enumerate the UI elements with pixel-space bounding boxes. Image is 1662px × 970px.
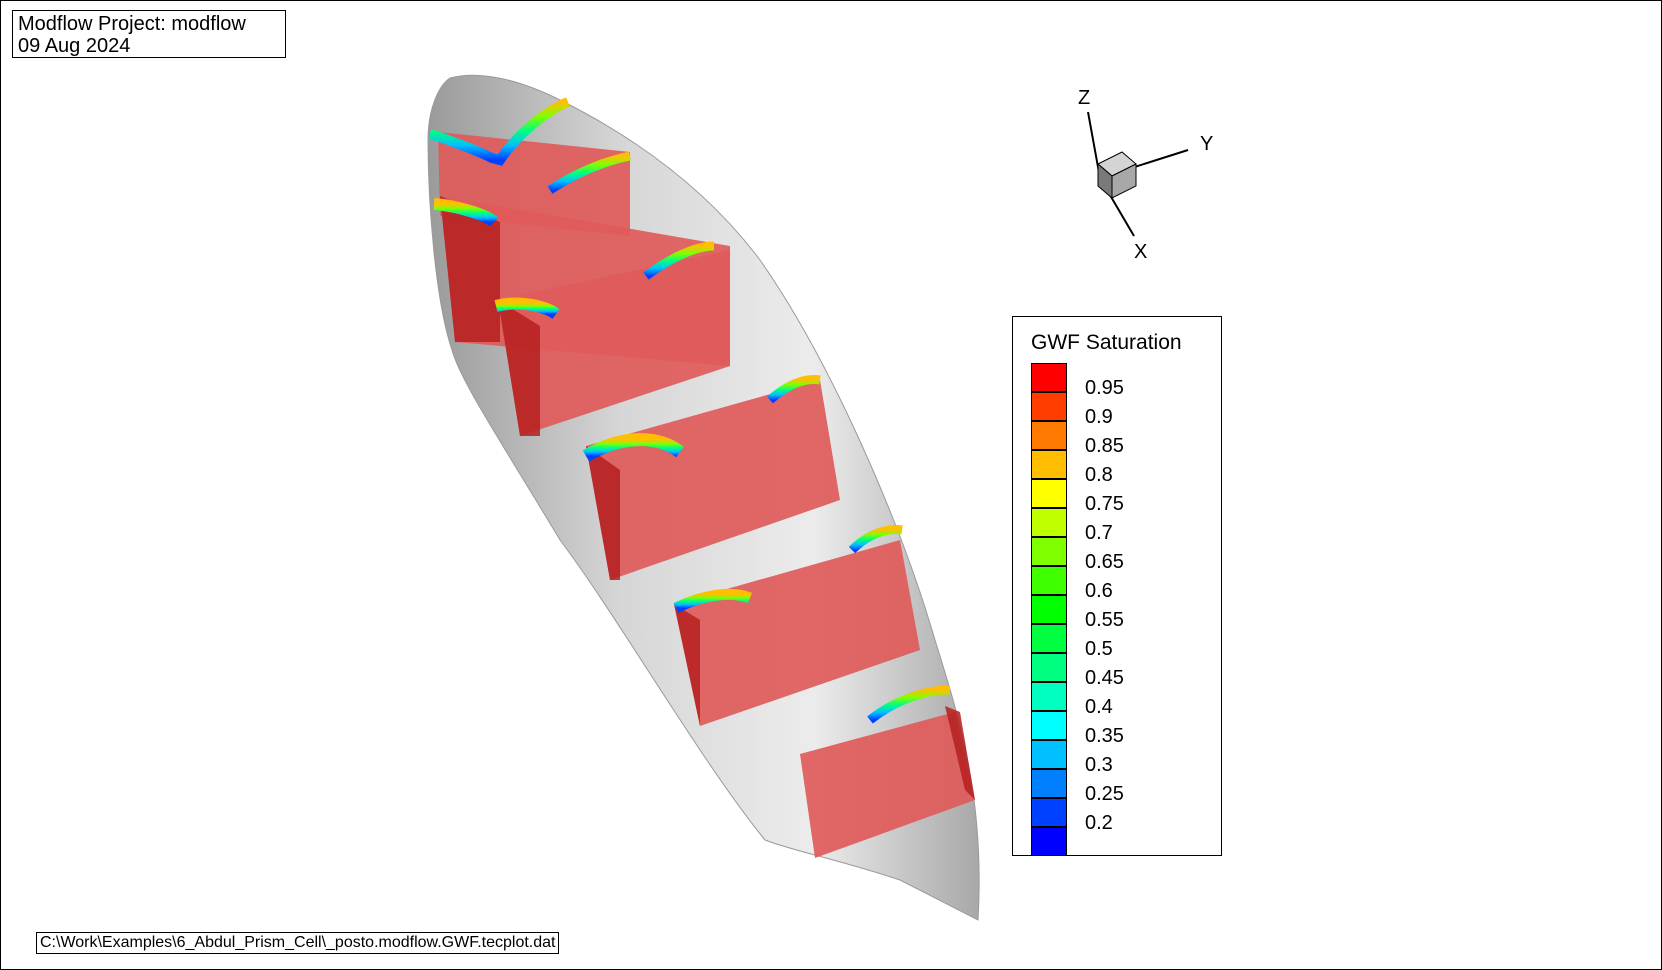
y-axis-label: Y	[1200, 133, 1213, 155]
legend-row: 0.85	[1031, 421, 1211, 457]
legend-swatch	[1031, 421, 1067, 450]
saturation-slice-4	[582, 375, 840, 580]
legend-label: 0.5	[1085, 638, 1113, 660]
legend-label: 0.9	[1085, 406, 1113, 428]
legend-label: 0.8	[1085, 464, 1113, 486]
saturation-slice-6	[800, 685, 975, 858]
project-title: Modflow Project: modflow	[18, 13, 246, 35]
legend-row: 0.45	[1031, 653, 1211, 689]
file-path-label: C:\Work\Examples\6_Abdul_Prism_Cell\_pos…	[36, 932, 560, 954]
legend-row: 0.95	[1031, 363, 1211, 399]
legend-swatch	[1031, 653, 1067, 682]
legend-row	[1031, 827, 1211, 856]
legend-title: GWF Saturation	[1031, 331, 1182, 354]
x-axis-label: X	[1134, 241, 1147, 263]
legend-label: 0.35	[1085, 725, 1124, 747]
legend-label: 0.65	[1085, 551, 1124, 573]
legend-swatch	[1031, 595, 1067, 624]
legend-row: 0.25	[1031, 769, 1211, 805]
legend-label: 0.2	[1085, 812, 1113, 834]
legend-swatch	[1031, 769, 1067, 798]
legend-row: 0.7	[1031, 508, 1211, 544]
legend-label: 0.95	[1085, 377, 1124, 399]
legend-swatch	[1031, 450, 1067, 479]
legend-row: 0.2	[1031, 798, 1211, 834]
legend-swatch	[1031, 624, 1067, 653]
legend-label: 0.85	[1085, 435, 1124, 457]
legend-row: 0.4	[1031, 682, 1211, 718]
legend-swatch	[1031, 682, 1067, 711]
axes-triad: Z Y X	[1078, 87, 1213, 263]
legend-row: 0.6	[1031, 566, 1211, 602]
legend-swatch	[1031, 537, 1067, 566]
legend-row: 0.65	[1031, 537, 1211, 573]
legend-label: 0.6	[1085, 580, 1113, 602]
legend-swatch	[1031, 508, 1067, 537]
legend-label: 0.3	[1085, 754, 1113, 776]
legend-row: 0.9	[1031, 392, 1211, 428]
legend-row: 0.5	[1031, 624, 1211, 660]
legend-label: 0.55	[1085, 609, 1124, 631]
legend-swatch	[1031, 798, 1067, 827]
legend-label: 0.7	[1085, 522, 1113, 544]
legend-swatch	[1031, 479, 1067, 508]
legend-swatch	[1031, 740, 1067, 769]
legend-label: 0.25	[1085, 783, 1124, 805]
legend-row: 0.8	[1031, 450, 1211, 486]
legend-label: 0.45	[1085, 667, 1124, 689]
legend-swatch	[1031, 711, 1067, 740]
legend-swatch	[1031, 392, 1067, 421]
project-date: 09 Aug 2024	[18, 35, 131, 57]
saturation-legend: GWF Saturation 0.95 0.9 0.85 0.8 0.75 0.7 0.65…	[1012, 316, 1222, 856]
legend-row: 0.75	[1031, 479, 1211, 515]
saturation-slice-3	[494, 241, 730, 436]
legend-label: 0.75	[1085, 493, 1124, 515]
legend-swatch	[1031, 363, 1067, 392]
legend-swatch	[1031, 566, 1067, 595]
legend-row: 0.35	[1031, 711, 1211, 747]
legend-label: 0.4	[1085, 696, 1113, 718]
saturation-slice-5	[673, 525, 920, 726]
project-title-box: Modflow Project: modflow 09 Aug 2024	[12, 10, 286, 58]
legend-swatch	[1031, 827, 1067, 856]
z-axis-label: Z	[1078, 87, 1090, 109]
legend-row: 0.3	[1031, 740, 1211, 776]
legend-row: 0.55	[1031, 595, 1211, 631]
